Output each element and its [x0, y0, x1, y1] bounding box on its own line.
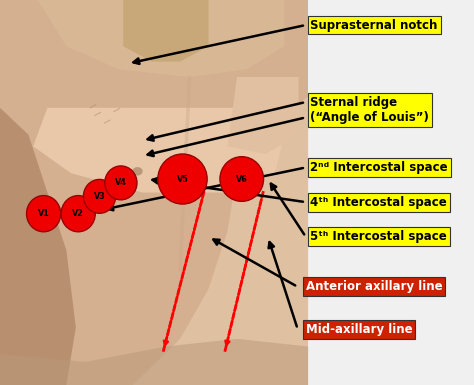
Polygon shape	[38, 0, 284, 77]
Polygon shape	[0, 108, 76, 385]
Text: V4: V4	[115, 178, 127, 187]
Ellipse shape	[105, 166, 137, 200]
Polygon shape	[228, 77, 299, 154]
Ellipse shape	[83, 179, 116, 213]
Polygon shape	[123, 0, 209, 62]
Ellipse shape	[158, 154, 207, 204]
Ellipse shape	[220, 157, 264, 201]
Ellipse shape	[27, 196, 61, 232]
Polygon shape	[0, 339, 308, 385]
Text: V6: V6	[236, 174, 247, 184]
Bar	[301, 0, 474, 385]
Text: 2ⁿᵈ Intercostal space: 2ⁿᵈ Intercostal space	[310, 161, 448, 174]
Polygon shape	[0, 0, 308, 385]
Text: Mid-axillary line: Mid-axillary line	[306, 323, 412, 336]
Text: V3: V3	[94, 192, 105, 201]
Text: V2: V2	[72, 209, 84, 218]
Text: V5: V5	[177, 174, 188, 184]
Text: Anterior axillary line: Anterior axillary line	[306, 280, 442, 293]
Text: 4ᵗʰ Intercostal space: 4ᵗʰ Intercostal space	[310, 196, 447, 209]
Text: Suprasternal notch: Suprasternal notch	[310, 18, 438, 32]
Ellipse shape	[61, 196, 95, 232]
Ellipse shape	[132, 167, 143, 176]
Text: 5ᵗʰ Intercostal space: 5ᵗʰ Intercostal space	[310, 230, 447, 243]
Text: Sternal ridge
(“Angle of Louis”): Sternal ridge (“Angle of Louis”)	[310, 96, 429, 124]
Polygon shape	[133, 96, 308, 385]
Bar	[298, 0, 303, 385]
Polygon shape	[33, 108, 284, 192]
Text: V1: V1	[38, 209, 49, 218]
